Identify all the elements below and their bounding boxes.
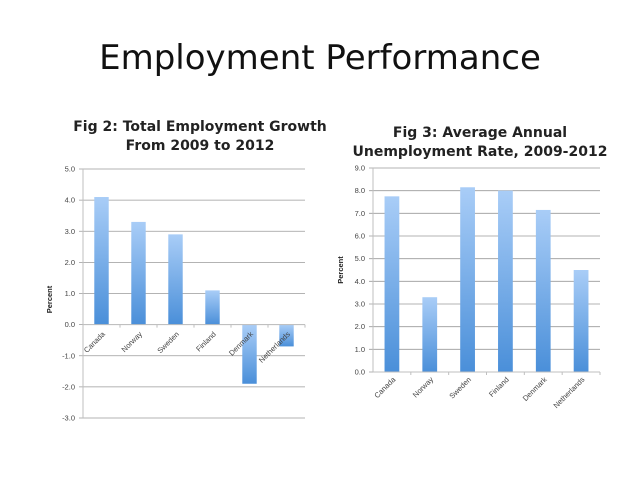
fig2-title-line1: Fig 2: Total Employment Growth [73, 119, 327, 135]
x-category-label: Sweden [447, 375, 473, 401]
bar-sweden [168, 234, 183, 325]
x-category-label: Canada [82, 329, 108, 355]
fig3-chart: 9.0 8.0 7.0 6.0 5.0 4.0 3.0 2.0 1.0 0.0 Percent Can… [336, 164, 601, 410]
fig3-title: Fig 3: Average Annual Unemployment Rate,… [340, 124, 620, 162]
bar-norway [131, 221, 146, 325]
fig3-title-line1: Fig 3: Average Annual [392, 125, 568, 141]
bar-netherlands [279, 324, 294, 347]
y-tick-label: 7.0 [355, 209, 365, 218]
y-tick-label: 1.0 [65, 289, 75, 298]
y-tick-label: -3.0 [62, 414, 75, 423]
y-tick-label: 5.0 [355, 254, 365, 263]
x-category-label: Norway [411, 375, 436, 400]
y-tick-label: 9.0 [355, 164, 365, 173]
y-tick-label: -2.0 [62, 382, 75, 391]
bar-finland [498, 190, 513, 372]
x-category-label: Netherlands [552, 375, 587, 410]
fig3-title-line2: Unemployment Rate, 2009-2012 [352, 144, 608, 160]
fig2-title-line2: From 2009 to 2012 [125, 138, 275, 154]
bar-sweden [460, 187, 475, 372]
y-tick-label: -1.0 [62, 351, 75, 360]
x-category-label: Canada [372, 374, 398, 400]
y-tick-label: 0.0 [65, 320, 75, 329]
bar-finland [205, 290, 220, 325]
y-tick-label: 0.0 [355, 368, 365, 377]
x-category-label: Norway [120, 330, 145, 355]
x-category-label: Finland [487, 375, 511, 399]
fig2-chart: 5.0 4.0 3.0 2.0 1.0 0.0 -1.0 -2.0 -3.0 Percent Can… [45, 165, 306, 423]
y-tick-label: 8.0 [355, 186, 365, 195]
y-tick-label: 4.0 [355, 277, 365, 286]
bar-denmark [242, 324, 257, 384]
y-tick-label: 2.0 [355, 322, 365, 331]
bar-canada [94, 197, 109, 325]
bar-denmark [535, 209, 551, 372]
bar-canada [384, 196, 400, 372]
y-axis-label: Percent [336, 256, 345, 284]
x-category-label: Denmark [521, 375, 549, 403]
x-category-label: Netherlands [257, 330, 292, 365]
y-tick-label: 3.0 [355, 300, 365, 309]
bar-norway [422, 297, 438, 372]
x-category-label: Finland [194, 330, 218, 354]
fig2-title: Fig 2: Total Employment Growth From 2009… [70, 118, 330, 156]
y-tick-label: 4.0 [65, 196, 75, 205]
x-category-label: Sweden [155, 330, 181, 356]
y-tick-label: 2.0 [65, 258, 75, 267]
y-tick-label: 6.0 [355, 232, 365, 241]
slide-title: Employment Performance [99, 38, 541, 78]
y-tick-label: 5.0 [65, 165, 75, 174]
bar-netherlands [573, 270, 589, 372]
y-tick-label: 3.0 [65, 227, 75, 236]
y-tick-label: 1.0 [355, 345, 365, 354]
y-axis-label: Percent [45, 285, 54, 313]
